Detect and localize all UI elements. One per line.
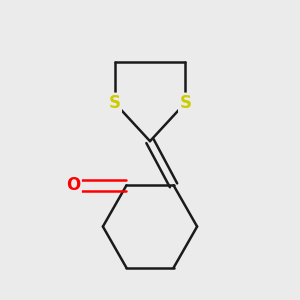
Text: O: O [66,176,81,194]
Text: S: S [179,94,191,112]
Text: S: S [109,94,121,112]
